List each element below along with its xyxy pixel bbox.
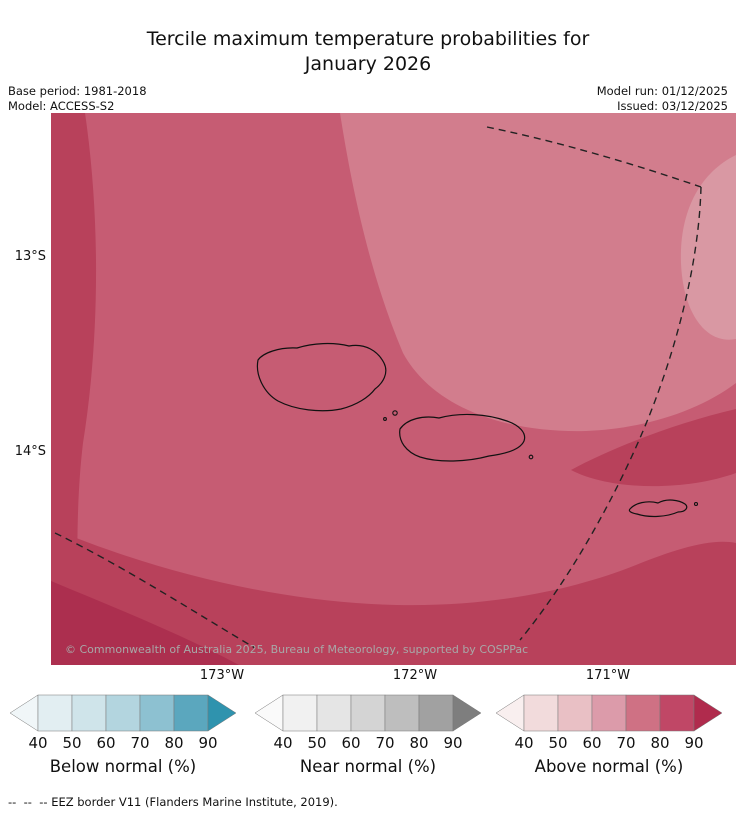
colorbar-tick: 80 xyxy=(409,734,428,752)
colorbar-segment xyxy=(282,694,318,732)
colorbar-segment xyxy=(173,694,209,732)
above-normal-colorbar: 40 50 60 70 80 90 xyxy=(495,694,723,752)
upolu-island xyxy=(399,413,526,462)
eez-dash-sample: -- -- -- xyxy=(8,795,48,809)
lon-tick-172w: 172°W xyxy=(392,668,438,683)
prob-band-80-90-west xyxy=(51,113,97,665)
near-normal-colorbar: 40 50 60 70 80 90 xyxy=(254,694,482,752)
page-title: Tercile maximum temperature probabilitie… xyxy=(0,27,736,77)
colorbar-tick: 80 xyxy=(164,734,183,752)
above-normal-legend: 40 50 60 70 80 90 Above normal (%) xyxy=(494,694,724,776)
below-normal-colorbar: 40 50 60 70 80 90 xyxy=(9,694,237,752)
model-name-text: Model: ACCESS-S2 xyxy=(8,99,115,113)
colorbar-tick: 50 xyxy=(307,734,326,752)
colorbar-segment xyxy=(418,694,454,732)
colorbar-tick: 80 xyxy=(650,734,669,752)
colorbar-tick: 40 xyxy=(514,734,533,752)
colorbar-right-arrow xyxy=(207,694,237,732)
above-normal-label: Above normal (%) xyxy=(534,757,684,776)
colorbar-segment xyxy=(350,694,386,732)
model-run-text: Model run: 01/12/2025 xyxy=(596,84,728,98)
meta-left: Base period: 1981-2018 Model: ACCESS-S2 xyxy=(8,84,147,114)
below-normal-legend: 40 50 60 70 80 90 Below normal (%) xyxy=(8,694,238,776)
colorbar-segment xyxy=(316,694,352,732)
copyright-text: © Commonwealth of Australia 2025, Bureau… xyxy=(65,643,528,656)
lat-tick-14s: 14°S xyxy=(14,444,46,459)
below-normal-label: Below normal (%) xyxy=(49,757,197,776)
colorbar-tick: 60 xyxy=(341,734,360,752)
probability-map: © Commonwealth of Australia 2025, Bureau… xyxy=(51,113,736,665)
lon-tick-173w: 173°W xyxy=(199,668,245,683)
colorbar-tick: 60 xyxy=(582,734,601,752)
near-normal-label: Near normal (%) xyxy=(299,757,437,776)
prob-band-50-60-region xyxy=(680,155,736,340)
apolima-islet xyxy=(383,417,387,421)
colorbar-tick: 90 xyxy=(684,734,703,752)
colorbar-segment xyxy=(523,694,559,732)
colorbar-tick: 90 xyxy=(443,734,462,752)
colorbar-segment xyxy=(659,694,695,732)
colorbar-tick: 60 xyxy=(96,734,115,752)
colorbar-left-arrow xyxy=(495,694,525,732)
eez-border-north xyxy=(486,126,702,188)
meta-right: Model run: 01/12/2025 Issued: 03/12/2025 xyxy=(597,84,728,114)
colorbar-segment xyxy=(557,694,593,732)
colorbar-right-arrow xyxy=(452,694,482,732)
manono-islet xyxy=(392,410,398,416)
colorbar-tick: 70 xyxy=(375,734,394,752)
eez-footnote-text: EEZ border V11 (Flanders Marine Institut… xyxy=(51,795,338,809)
tutuila-island xyxy=(628,499,688,518)
lon-tick-171w: 171°W xyxy=(585,668,631,683)
nuutele-islet xyxy=(528,454,534,460)
prob-band-80-90-east-tongue xyxy=(571,409,736,487)
page-title-line2: January 2026 xyxy=(304,53,432,75)
colorbar-segment xyxy=(71,694,107,732)
prob-band-80-90-south xyxy=(51,528,736,665)
page-title-line1: Tercile maximum temperature probabilitie… xyxy=(146,28,590,50)
colorbar-right-arrow xyxy=(693,694,723,732)
lat-tick-13s: 13°S xyxy=(14,249,46,264)
colorbar-tick: 70 xyxy=(616,734,635,752)
near-normal-legend: 40 50 60 70 80 90 Near normal (%) xyxy=(253,694,483,776)
colorbar-segment xyxy=(591,694,627,732)
base-period-text: Base period: 1981-2018 xyxy=(8,84,147,98)
eez-border-east xyxy=(519,186,702,641)
colorbar-segment xyxy=(105,694,141,732)
colorbar-tick: 70 xyxy=(130,734,149,752)
eez-border-southwest xyxy=(54,532,256,649)
colorbar-segment xyxy=(625,694,661,732)
colorbar-tick: 50 xyxy=(62,734,81,752)
prob-band-60-70-region xyxy=(340,113,736,432)
colorbar-tick: 40 xyxy=(28,734,47,752)
savaii-island xyxy=(256,342,387,412)
colorbar-left-arrow xyxy=(9,694,39,732)
eez-footnote: -- -- -- EEZ border V11 (Flanders Marine… xyxy=(8,795,338,809)
colorbar-tick: 50 xyxy=(548,734,567,752)
colorbar-tick: 40 xyxy=(273,734,292,752)
colorbar-tick: 90 xyxy=(198,734,217,752)
colorbar-segment xyxy=(384,694,420,732)
colorbar-left-arrow xyxy=(254,694,284,732)
prob-band-90-southwest xyxy=(51,581,239,665)
issued-text: Issued: 03/12/2025 xyxy=(617,99,728,113)
colorbar-segment xyxy=(37,694,73,732)
colorbar-segment xyxy=(139,694,175,732)
aunuu-islet xyxy=(693,501,699,507)
